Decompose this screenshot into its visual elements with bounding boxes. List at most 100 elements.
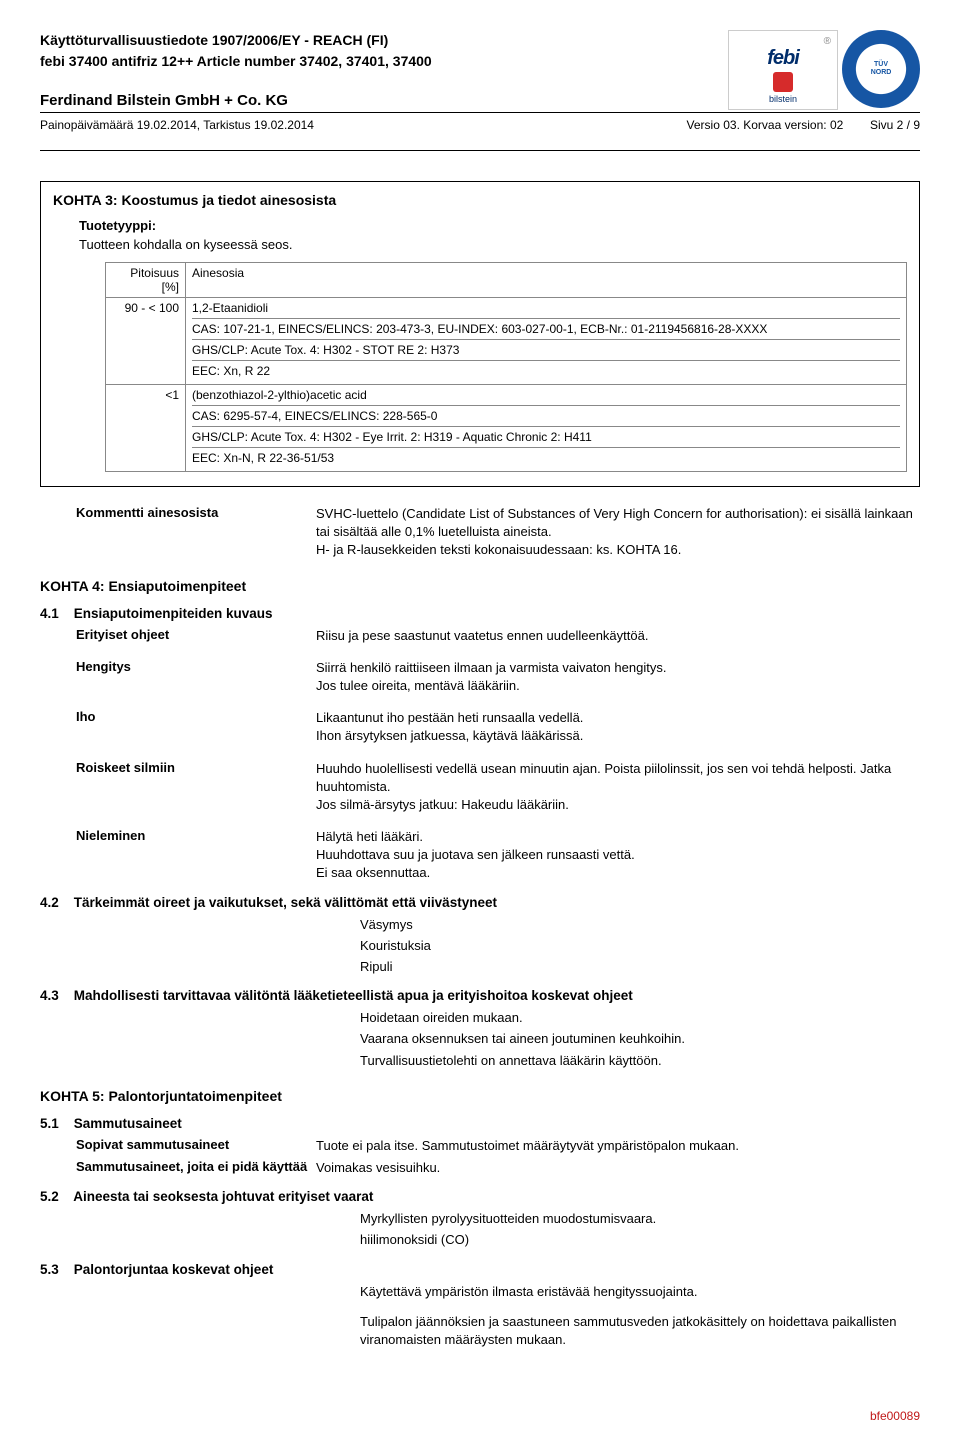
value-line: Kouristuksia (360, 937, 920, 955)
value-line: Ripuli (360, 958, 920, 976)
s52-num: 5.2 (40, 1189, 70, 1204)
value-line: Käytettävä ympäristön ilmasta eristävää … (360, 1283, 920, 1301)
kv-row: HengitysSiirrä henkilö raittiiseen ilmaa… (76, 659, 920, 695)
print-date: Painopäivämäärä 19.02.2014, Tarkistus 19… (40, 118, 314, 132)
value-line: hiilimonoksidi (CO) (360, 1231, 920, 1249)
s51-rows: Sopivat sammutusaineetTuote ei pala itse… (40, 1137, 920, 1177)
value-line: Hoidetaan oireiden mukaan. (360, 1009, 920, 1027)
s51-num: 5.1 (40, 1116, 70, 1131)
section-4-1: 4.1 Ensiaputoimenpiteiden kuvaus (40, 606, 920, 621)
kv-value: Hälytä heti lääkäri. Huuhdottava suu ja … (316, 828, 920, 883)
s53-lines: Käytettävä ympäristön ilmasta eristävää … (40, 1283, 920, 1350)
ingredient-detail: GHS/CLP: Acute Tox. 4: H302 - Eye Irrit.… (192, 427, 900, 448)
febi-logo: ® febi bilstein (728, 30, 838, 110)
section-5-title: KOHTA 5: Palontorjuntatoimenpiteet (40, 1088, 920, 1104)
header-meta: Painopäivämäärä 19.02.2014, Tarkistus 19… (40, 118, 920, 132)
febi-sub-text: bilstein (769, 94, 797, 104)
header-top: Käyttöturvallisuustiedote 1907/2006/EY -… (40, 30, 920, 110)
section-5-2: 5.2 Aineesta tai seoksesta johtuvat erit… (40, 1189, 920, 1204)
section-3-title: KOHTA 3: Koostumus ja tiedot ainesosista (53, 192, 907, 208)
kv-row: Sammutusaineet, joita ei pidä käyttääVoi… (76, 1159, 920, 1177)
s41-num: 4.1 (40, 606, 70, 621)
s51-title: Sammutusaineet (74, 1116, 182, 1131)
s42-num: 4.2 (40, 895, 70, 910)
header-text-block: Käyttöturvallisuustiedote 1907/2006/EY -… (40, 30, 432, 109)
col-pct: Pitoisuus [%] (106, 263, 186, 298)
kv-row: Roiskeet silmiinHuuhdo huolellisesti ved… (76, 760, 920, 815)
kv-key: Roiskeet silmiin (76, 760, 316, 815)
kv-value: Riisu ja pese saastunut vaatetus ennen u… (316, 627, 920, 645)
kv-value: Huuhdo huolellisesti vedellä usean minuu… (316, 760, 920, 815)
kv-row: Erityiset ohjeetRiisu ja pese saastunut … (76, 627, 920, 645)
s43-lines: Hoidetaan oireiden mukaan. Vaarana oksenn… (40, 1009, 920, 1070)
kv-row: Sopivat sammutusaineetTuote ei pala itse… (76, 1137, 920, 1155)
s52-lines: Myrkyllisten pyrolyysituotteiden muodost… (40, 1210, 920, 1249)
s41-title: Ensiaputoimenpiteiden kuvaus (74, 606, 273, 621)
company-name: Ferdinand Bilstein GmbH + Co. KG (40, 92, 432, 109)
logo-group: ® febi bilstein TÜV NORD (728, 30, 920, 110)
page-number: Sivu 2 / 9 (870, 118, 920, 132)
cell-ingredient: 1,2-EtaanidioliCAS: 107-21-1, EINECS/ELI… (186, 298, 907, 385)
composition-table: Pitoisuus [%] Ainesosia 90 - < 1001,2-Et… (105, 262, 907, 472)
kv-row: NieleminenHälytä heti lääkäri. Huuhdotta… (76, 828, 920, 883)
section-4-3: 4.3 Mahdollisesti tarvittavaa välitöntä … (40, 988, 920, 1003)
comment-value: SVHC-luettelo (Candidate List of Substan… (316, 505, 920, 560)
cell-pct: 90 - < 100 (106, 298, 186, 385)
s41-rows: Erityiset ohjeetRiisu ja pese saastunut … (40, 627, 920, 883)
s42-lines: Väsymys Kouristuksia Ripuli (40, 916, 920, 977)
ingredient-name: 1,2-Etaanidioli (192, 301, 900, 319)
kv-value: Siirrä henkilö raittiiseen ilmaan ja var… (316, 659, 920, 695)
kv-key: Erityiset ohjeet (76, 627, 316, 645)
tuv-label: TÜV NORD (863, 51, 899, 87)
section-5-3: 5.3 Palontorjuntaa koskevat ohjeet (40, 1262, 920, 1277)
value-line: Vaarana oksennuksen tai aineen joutumine… (360, 1030, 920, 1048)
tuv-logo: TÜV NORD (842, 30, 920, 108)
ingredient-comment-row: Kommentti ainesosista SVHC-luettelo (Can… (76, 505, 920, 560)
table-row: <1(benzothiazol-2-ylthio)acetic acidCAS:… (106, 385, 907, 472)
value-line: Väsymys (360, 916, 920, 934)
s42-title: Tärkeimmät oireet ja vaikutukset, sekä v… (74, 895, 497, 910)
febi-square-icon (773, 72, 793, 92)
ingredient-detail: GHS/CLP: Acute Tox. 4: H302 - STOT RE 2:… (192, 340, 900, 361)
s53-num: 5.3 (40, 1262, 70, 1277)
section-4-2: 4.2 Tärkeimmät oireet ja vaikutukset, se… (40, 895, 920, 910)
ingredient-name: (benzothiazol-2-ylthio)acetic acid (192, 388, 900, 406)
cell-ingredient: (benzothiazol-2-ylthio)acetic acidCAS: 6… (186, 385, 907, 472)
s52-title: Aineesta tai seoksesta johtuvat erityise… (73, 1189, 373, 1204)
kv-key: Iho (76, 709, 316, 745)
version-text: Versio 03. Korvaa version: 02 (687, 118, 844, 132)
s53-title: Palontorjuntaa koskevat ohjeet (74, 1262, 274, 1277)
registered-icon: ® (824, 36, 831, 47)
section-5-1: 5.1 Sammutusaineet (40, 1116, 920, 1131)
kv-row: IhoLikaantunut iho pestään heti runsaall… (76, 709, 920, 745)
s43-num: 4.3 (40, 988, 70, 1003)
ingredient-detail: CAS: 107-21-1, EINECS/ELINCS: 203-473-3,… (192, 319, 900, 340)
ingredient-detail: EEC: Xn, R 22 (192, 361, 900, 381)
value-line: Myrkyllisten pyrolyysituotteiden muodost… (360, 1210, 920, 1228)
kv-key: Hengitys (76, 659, 316, 695)
kv-key: Sammutusaineet, joita ei pidä käyttää (76, 1159, 316, 1177)
product-type-value: Tuotteen kohdalla on kyseessä seos. (79, 237, 907, 252)
header-separator-2 (40, 150, 920, 151)
comment-label: Kommentti ainesosista (76, 505, 316, 560)
doc-title-1: Käyttöturvallisuustiedote 1907/2006/EY -… (40, 30, 432, 51)
kv-key: Nieleminen (76, 828, 316, 883)
section-3-box: KOHTA 3: Koostumus ja tiedot ainesosista… (40, 181, 920, 487)
col-name: Ainesosia (186, 263, 907, 298)
value-line: Tulipalon jäännöksien ja saastuneen samm… (360, 1313, 920, 1349)
doc-title-2: febi 37400 antifriz 12++ Article number … (40, 51, 432, 72)
kv-value: Voimakas vesisuihku. (316, 1159, 920, 1177)
table-row: 90 - < 1001,2-EtaanidioliCAS: 107-21-1, … (106, 298, 907, 385)
footer-code: bfe00089 (40, 1409, 920, 1423)
kv-key: Sopivat sammutusaineet (76, 1137, 316, 1155)
s43-title: Mahdollisesti tarvittavaa välitöntä lääk… (74, 988, 633, 1003)
febi-logo-text: febi (767, 47, 799, 70)
ingredient-detail: EEC: Xn-N, R 22-36-51/53 (192, 448, 900, 468)
header-separator (40, 112, 920, 113)
section-4-title: KOHTA 4: Ensiaputoimenpiteet (40, 578, 920, 594)
table-header-row: Pitoisuus [%] Ainesosia (106, 263, 907, 298)
cell-pct: <1 (106, 385, 186, 472)
page: Käyttöturvallisuustiedote 1907/2006/EY -… (0, 0, 960, 1453)
ingredient-detail: CAS: 6295-57-4, EINECS/ELINCS: 228-565-0 (192, 406, 900, 427)
kv-value: Tuote ei pala itse. Sammutustoimet määrä… (316, 1137, 920, 1155)
